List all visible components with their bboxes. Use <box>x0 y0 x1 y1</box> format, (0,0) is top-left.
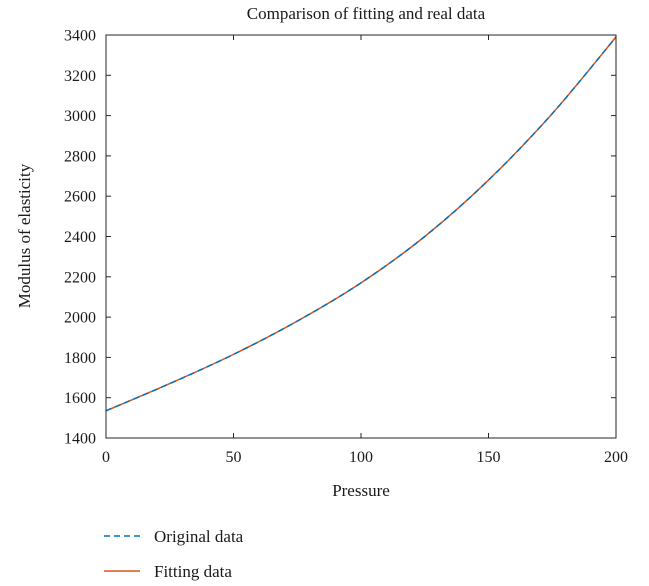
x-tick-label: 50 <box>226 449 242 466</box>
y-tick-label: 2400 <box>64 229 96 246</box>
x-tick-label: 150 <box>477 449 501 466</box>
legend-label: Fitting data <box>154 562 232 581</box>
x-tick-label: 0 <box>102 449 110 466</box>
original-data-line <box>105 36 617 412</box>
y-tick-label: 2200 <box>64 269 96 286</box>
y-tick-label: 1600 <box>64 390 96 407</box>
chart-title: Comparison of fitting and real data <box>247 4 486 23</box>
x-tick-labels: 0 50 100 150 200 <box>102 449 628 466</box>
x-axis-label: Pressure <box>332 481 390 500</box>
y-axis-label: Modulus of elasticity <box>15 163 34 308</box>
y-tick-label: 1800 <box>64 350 96 367</box>
y-tick-label: 3400 <box>64 28 96 45</box>
fitting-data-line <box>105 36 617 412</box>
x-tick-label: 100 <box>349 449 373 466</box>
y-tick-label: 2800 <box>64 148 96 165</box>
x-tick-label: 200 <box>604 449 628 466</box>
y-tick-label: 2600 <box>64 189 96 206</box>
y-tick-labels: 1400 1600 1800 2000 2200 2400 2600 2800 3000 3200… <box>64 28 96 448</box>
legend-label: Original data <box>154 527 244 546</box>
y-tick-label: 1400 <box>64 431 96 448</box>
y-tick-label: 2000 <box>64 310 96 327</box>
y-tick-label: 3200 <box>64 68 96 85</box>
plot-frame <box>105 34 617 439</box>
y-tick-label: 3000 <box>64 108 96 125</box>
series-lines <box>105 36 617 412</box>
legend: Original data Fitting data <box>104 527 244 581</box>
